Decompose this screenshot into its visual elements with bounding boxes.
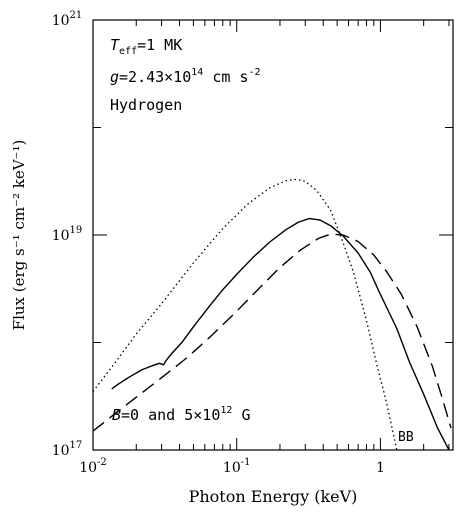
series-line-dashed [92, 233, 452, 432]
bb-label: BB [398, 430, 414, 445]
x-axis-label: Photon Energy (keV) [189, 487, 358, 506]
series-line-solid [111, 217, 450, 451]
x-tick-label: 10-1 [223, 457, 251, 476]
y-axis-label: Flux (erg s⁻¹ cm⁻² keV⁻¹) [10, 140, 28, 331]
teff-annotation: Teff=1 MK [110, 36, 182, 57]
series-layer [92, 178, 452, 451]
x-tick-label: 10-2 [79, 457, 107, 476]
tick-labels: 10-2 10-1 1 1017 1019 1021 [52, 10, 385, 476]
y-tick-label: 1019 [52, 225, 83, 244]
major-ticks [92, 19, 453, 451]
y-tick-label: 1021 [52, 10, 83, 29]
y-tick-label: 1017 [52, 440, 83, 459]
composition-annotation: Hydrogen [110, 96, 182, 114]
x-tick-label: 1 [376, 460, 385, 476]
minor-ticks [93, 20, 453, 450]
gravity-annotation: g=2.43×1014 cm s-2 [110, 67, 261, 86]
field-annotation: B=0 and 5×1012 G [112, 405, 250, 424]
